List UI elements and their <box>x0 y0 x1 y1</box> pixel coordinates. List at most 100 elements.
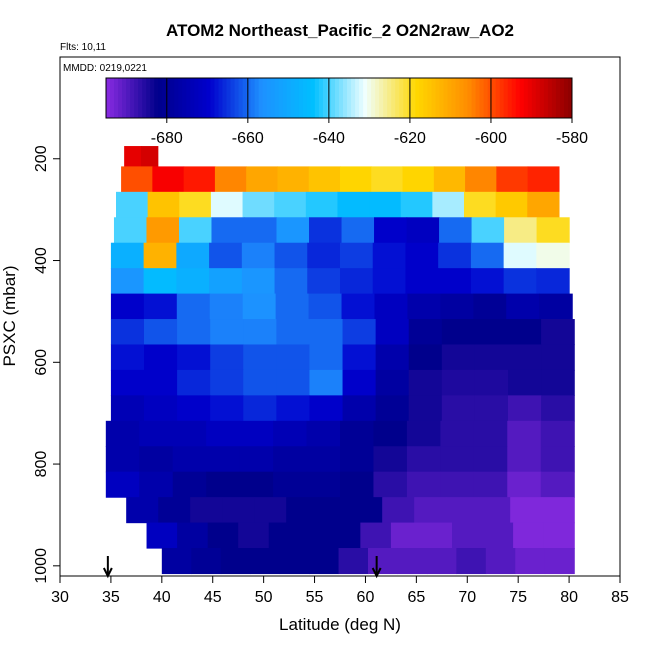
heatmap-cell <box>342 344 377 371</box>
colorbar-segment <box>351 78 356 118</box>
colorbar-segment <box>126 78 131 118</box>
heatmap-cell <box>191 548 222 575</box>
heatmap-cell <box>207 522 239 549</box>
colorbar-segment <box>170 78 175 118</box>
heatmap-cell <box>309 548 340 575</box>
heatmap-cell <box>540 420 575 447</box>
colorbar-segment <box>507 78 513 118</box>
heatmap-cell <box>507 420 542 447</box>
colorbar-segment <box>447 78 452 118</box>
heatmap-cell <box>276 395 311 422</box>
heatmap-cell <box>350 497 383 524</box>
heatmap-cell <box>105 446 140 473</box>
heatmap-cell <box>110 344 145 371</box>
heatmap-cell <box>307 242 341 269</box>
heatmap-cell <box>341 293 376 320</box>
heatmap-cell <box>206 420 241 447</box>
heatmap-cell <box>183 166 216 193</box>
heatmap-cell <box>309 217 343 244</box>
heatmap-cell <box>507 446 542 473</box>
heatmap-cell <box>397 548 428 575</box>
heatmap-cell <box>544 548 575 575</box>
colorbar-segment <box>379 78 384 118</box>
colorbar-segment <box>347 78 352 118</box>
colorbar-segment <box>499 78 505 118</box>
colorbar-segment <box>543 78 549 118</box>
heatmap-cell <box>405 268 439 295</box>
colorbar-segment <box>310 78 316 118</box>
heatmap-cell <box>143 293 178 320</box>
heatmap-cell <box>474 369 509 396</box>
colorbar-segment <box>262 78 268 118</box>
heatmap-cell <box>242 293 277 320</box>
colorbar-segment <box>339 78 344 118</box>
heatmap-cell <box>276 344 311 371</box>
heatmap-cell <box>340 420 375 447</box>
heatmap-cell <box>243 369 277 396</box>
heatmap-cell <box>116 191 149 218</box>
heatmap-cell <box>279 548 310 575</box>
colorbar-segment <box>202 78 207 118</box>
heatmap-cell <box>341 217 375 244</box>
colorbar-segment <box>463 78 469 118</box>
colorbar-segment <box>230 78 236 118</box>
heatmap-cell <box>110 268 145 295</box>
heatmap-cell <box>105 420 140 447</box>
x-tick-label: 55 <box>306 589 324 606</box>
heatmap-cell <box>440 446 475 473</box>
heatmap-cell <box>308 293 343 320</box>
heatmap-cell <box>527 191 560 218</box>
colorbar-segment <box>314 78 320 118</box>
heatmap-cell <box>408 369 443 396</box>
heatmap-cell <box>503 268 537 295</box>
colorbar-segment <box>238 78 244 118</box>
heatmap-cell <box>273 471 308 498</box>
colorbar-segment <box>134 78 139 118</box>
heatmap-cell <box>405 242 439 269</box>
x-tick-label: 85 <box>611 589 629 606</box>
x-tick-label: 75 <box>509 589 527 606</box>
heatmap-cell <box>337 191 370 218</box>
heatmap-cell <box>473 420 508 447</box>
heatmap-cell <box>210 344 244 371</box>
colorbar-segment <box>270 78 276 118</box>
colorbar-segment <box>294 78 300 118</box>
colorbar-segment <box>355 78 360 118</box>
colorbar-segment <box>535 78 541 118</box>
heatmap-cell <box>473 446 508 473</box>
heatmap-cell <box>536 242 570 269</box>
heatmap-cell <box>372 242 407 269</box>
colorbar-segment <box>423 78 428 118</box>
heatmap-cell <box>152 166 185 193</box>
heatmap-cell <box>209 242 243 269</box>
heatmap-cell <box>464 191 497 218</box>
heatmap-cell <box>406 471 441 498</box>
colorbar-segment <box>106 78 111 118</box>
heatmap-cell <box>309 369 344 396</box>
heatmap-cell <box>274 242 308 269</box>
x-tick-label: 70 <box>458 589 476 606</box>
heatmap-cell <box>438 268 472 295</box>
heatmap-cell <box>542 497 575 524</box>
heatmap-cell <box>470 242 505 269</box>
colorbar-segment <box>122 78 127 118</box>
colorbar-segment <box>503 78 509 118</box>
heatmap-cell <box>342 319 377 346</box>
heatmap-cell <box>250 548 281 575</box>
colorbar-segment <box>198 78 203 118</box>
colorbar-segment <box>523 78 529 118</box>
heatmap-cell <box>143 268 177 295</box>
colorbar-segment <box>419 78 424 118</box>
colorbar-segment <box>359 78 364 118</box>
colorbar-segment <box>250 78 256 118</box>
heatmap-cell <box>406 217 440 244</box>
heatmap-cell <box>390 522 423 549</box>
colorbar-tick-label: -600 <box>475 130 507 147</box>
heatmap-cell <box>369 191 402 218</box>
heatmap-cell <box>438 242 472 269</box>
colorbar-segment <box>210 78 215 118</box>
colorbar-segment <box>258 78 264 118</box>
colorbar-segment <box>206 78 211 118</box>
colorbar-segment <box>367 78 372 118</box>
colorbar-segment <box>302 78 308 118</box>
